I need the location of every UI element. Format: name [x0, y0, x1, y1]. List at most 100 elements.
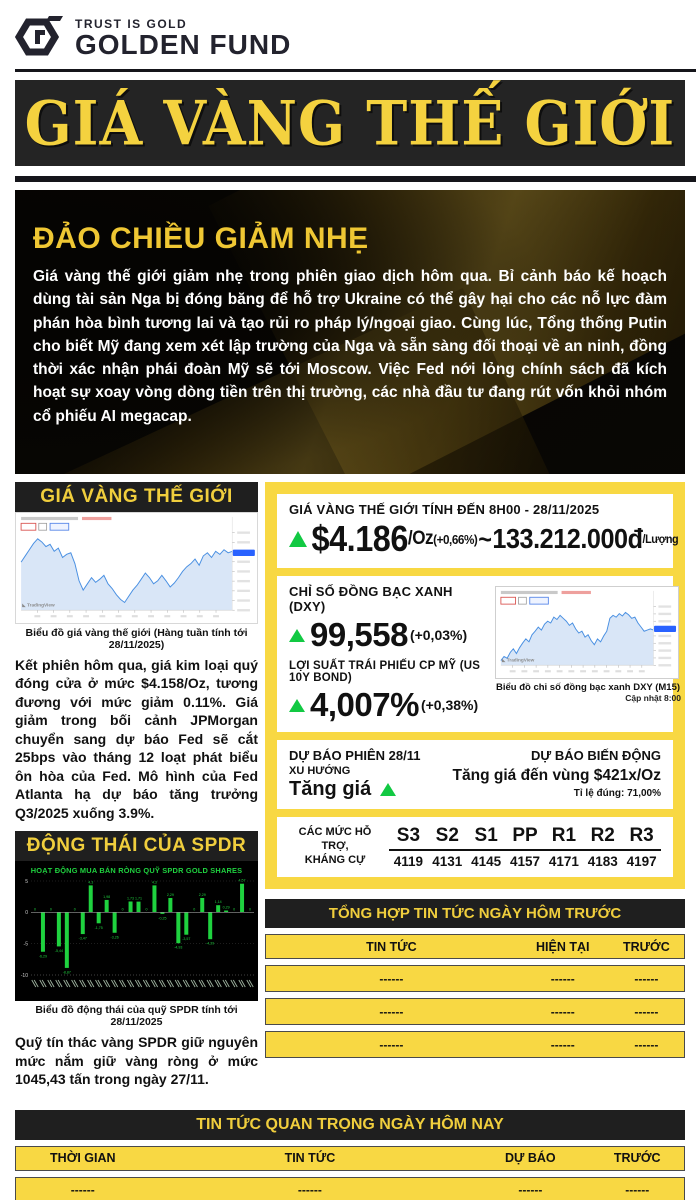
gold-price-box: GIÁ VÀNG THẾ GIỚI TÍNH ĐẾN 8H00 - 28/11/…: [277, 494, 679, 568]
svg-text:0,29: 0,29: [223, 906, 230, 910]
forecast-trend: DỰ BÁO PHIÊN 28/11 XU HƯỚNG Tăng giá: [289, 748, 420, 801]
svg-text:-0,25: -0,25: [158, 917, 166, 921]
pivot-levels-box: CÁC MỨC HỖ TRỢ, KHÁNG CỰ S3 S2 S1 PP R1 …: [277, 817, 673, 877]
volatility-title: DỰ BÁO BIẾN ĐỘNG: [531, 748, 661, 763]
forecast-volatility: DỰ BÁO BIẾN ĐỘNG Tăng giá đến vùng $421x…: [453, 748, 661, 799]
table-row: ------ ------ ------: [265, 965, 685, 992]
right-column: GIÁ VÀNG THẾ GIỚI TÍNH ĐẾN 8H00 - 28/11/…: [265, 482, 685, 1058]
gold-price-chart: ◣ TradingView: [15, 512, 258, 624]
up-triangle-icon: [380, 783, 397, 796]
level-name: PP: [512, 825, 538, 846]
level-value: 4183: [587, 854, 618, 869]
svg-text:0: 0: [122, 908, 124, 912]
svg-text:1,98: 1,98: [103, 895, 110, 899]
svg-text:1,14: 1,14: [215, 900, 222, 904]
dxy-value-row: 99,558 (+0,03%): [289, 616, 487, 654]
pivot-levels-label: CÁC MỨC HỖ TRỢ, KHÁNG CỰ: [298, 826, 372, 866]
svg-text:1,71: 1,71: [135, 897, 142, 901]
trend-value: Tăng giá: [289, 778, 372, 800]
table-row: ------ ------ ------ ------: [15, 1176, 685, 1200]
spdr-section-header: ĐỘNG THÁI CỦA SPDR: [15, 831, 258, 862]
gold-section-header: GIÁ VÀNG THẾ GIỚI: [15, 482, 258, 512]
dxy-value: 99,558: [310, 616, 408, 653]
svg-text:-3,47: -3,47: [79, 937, 87, 941]
up-triangle-icon: [289, 628, 305, 642]
bond-change: (+0,38%): [420, 697, 479, 713]
column-header: TRƯỚC: [623, 939, 670, 954]
quote-panel: GIÁ VÀNG THẾ GIỚI TÍNH ĐẾN 8H00 - 28/11/…: [265, 482, 685, 889]
gold-price-vnd: 133.212.000đ: [492, 523, 643, 554]
svg-text:0: 0: [34, 908, 36, 912]
level-name: S1: [474, 825, 498, 846]
up-triangle-icon: [289, 531, 307, 547]
news-yesterday-header-row: TIN TỨC HIỆN TẠI TRƯỚC: [265, 934, 685, 959]
bond-value: 4,007%: [310, 686, 419, 723]
pivot-levels-table: S3 S2 S1 PP R1 R2 R3 4119 4131 4145: [389, 825, 661, 869]
svg-text:2,29: 2,29: [167, 893, 174, 897]
volatility-text: Tăng giá đến vùng $421x/Oz: [452, 767, 661, 784]
table-row: ------ ------ ------: [265, 998, 685, 1025]
bond-label: LỢI SUẤT TRÁI PHIẾU CP MỸ (US 10Y BOND): [289, 660, 481, 684]
trend-label: XU HƯỚNG: [289, 765, 351, 777]
accuracy-text: Tỉ lệ đúng: 71,00%: [573, 788, 661, 799]
svg-text:-10: -10: [21, 973, 28, 979]
dxy-chart-caption: Biểu đồ chỉ số đồng bạc xanh DXY (M15): [495, 682, 681, 693]
svg-text:0: 0: [25, 910, 28, 916]
svg-text:-8,87: -8,87: [63, 971, 71, 975]
svg-text:-1,75: -1,75: [95, 926, 103, 930]
golden-fund-logo-icon: [15, 16, 63, 56]
svg-text:0: 0: [233, 908, 235, 912]
dxy-chart: ◣ TradingView: [495, 586, 679, 679]
level-name: R2: [590, 825, 615, 846]
title-banner: GIÁ VÀNG THẾ GIỚI: [15, 80, 685, 166]
dxy-chart-updated: Cập nhật 8:00: [625, 693, 681, 703]
svg-text:1,73: 1,73: [127, 897, 134, 901]
article-body: Giá vàng thế giới giảm nhẹ trong phiên g…: [33, 268, 667, 425]
spdr-commentary: Quỹ tín thác vàng SPDR giữ nguyên mức nắ…: [15, 1034, 258, 1088]
lead-article: ĐẢO CHIỀU GIẢM NHẸ Giá vàng thế giới giả…: [15, 190, 685, 474]
column-header: TRƯỚC: [613, 1151, 661, 1166]
news-yesterday-title: TỔNG HỢP TIN TỨC NGÀY HÔM TRƯỚC: [265, 899, 685, 928]
svg-text:0: 0: [74, 908, 76, 912]
up-triangle-icon: [289, 698, 305, 712]
svg-text:-5,44: -5,44: [55, 949, 63, 953]
svg-text:-3,26: -3,26: [111, 935, 119, 939]
divider-thick: [15, 176, 696, 182]
svg-text:◣ TradingView: ◣ TradingView: [22, 602, 55, 607]
news-today-title: TIN TỨC QUAN TRỌNG NGÀY HÔM NAY: [15, 1109, 685, 1140]
svg-text:-4,29: -4,29: [206, 942, 214, 946]
dark-overlay: [15, 190, 685, 474]
svg-text:5: 5: [25, 879, 28, 885]
level-value: 4145: [471, 854, 502, 869]
svg-text:-5: -5: [24, 942, 29, 948]
dxy-change: (+0,03%): [409, 627, 468, 643]
level-name: R1: [551, 825, 577, 846]
level-value: 4171: [548, 854, 579, 869]
news-today-section: TIN TỨC QUAN TRỌNG NGÀY HÔM NAY THỜI GIA…: [15, 1109, 685, 1200]
gold-commentary: Kết phiên hôm qua, giá kim loại quý đóng…: [15, 657, 258, 821]
bond-value-row: 4,007% (+0,38%): [289, 686, 487, 724]
gold-price-row: $4.186 /Oz (+0,66%) ~ 133.212.000đ /Lượn…: [289, 518, 679, 560]
gold-price-vnd-unit: /Lượng: [642, 532, 679, 546]
forecast-title: DỰ BÁO PHIÊN 28/11: [289, 748, 421, 763]
svg-text:◣ TradingView: ◣ TradingView: [502, 657, 535, 662]
level-value: 4119: [393, 854, 424, 869]
gold-price-usd: $4.186: [311, 518, 409, 559]
column-header: DỰ BÁO: [505, 1151, 556, 1166]
level-value: 4197: [626, 854, 657, 869]
page-title: GIÁ VÀNG THẾ GIỚI: [24, 87, 676, 159]
svg-text:4,57: 4,57: [239, 879, 246, 883]
approx-sign: ~: [478, 523, 492, 554]
gold-price-label: GIÁ VÀNG THẾ GIỚI TÍNH ĐẾN 8H00 - 28/11/…: [289, 502, 600, 517]
spdr-flows-chart: HOẠT ĐỘNG MUA BÁN RÒNG QUỸ SPDR GOLD SHA…: [15, 861, 258, 1002]
dxy-label: CHỈ SỐ ĐỒNG BẠC XANH (DXY): [289, 584, 453, 614]
column-header: TIN TỨC: [366, 939, 417, 954]
indices-box: CHỈ SỐ ĐỒNG BẠC XANH (DXY) 99,558 (+0,03…: [277, 576, 681, 732]
level-name: S3: [396, 825, 421, 846]
svg-text:HOẠT ĐỘNG MUA BÁN RÒNG QUỸ SPD: HOẠT ĐỘNG MUA BÁN RÒNG QUỸ SPDR GOLD SHA…: [31, 866, 243, 875]
svg-text:-6,29: -6,29: [39, 954, 47, 958]
level-value: 4131: [432, 854, 463, 869]
level-value: 4157: [509, 854, 541, 869]
table-row: ------ ------ ------: [265, 1031, 685, 1058]
